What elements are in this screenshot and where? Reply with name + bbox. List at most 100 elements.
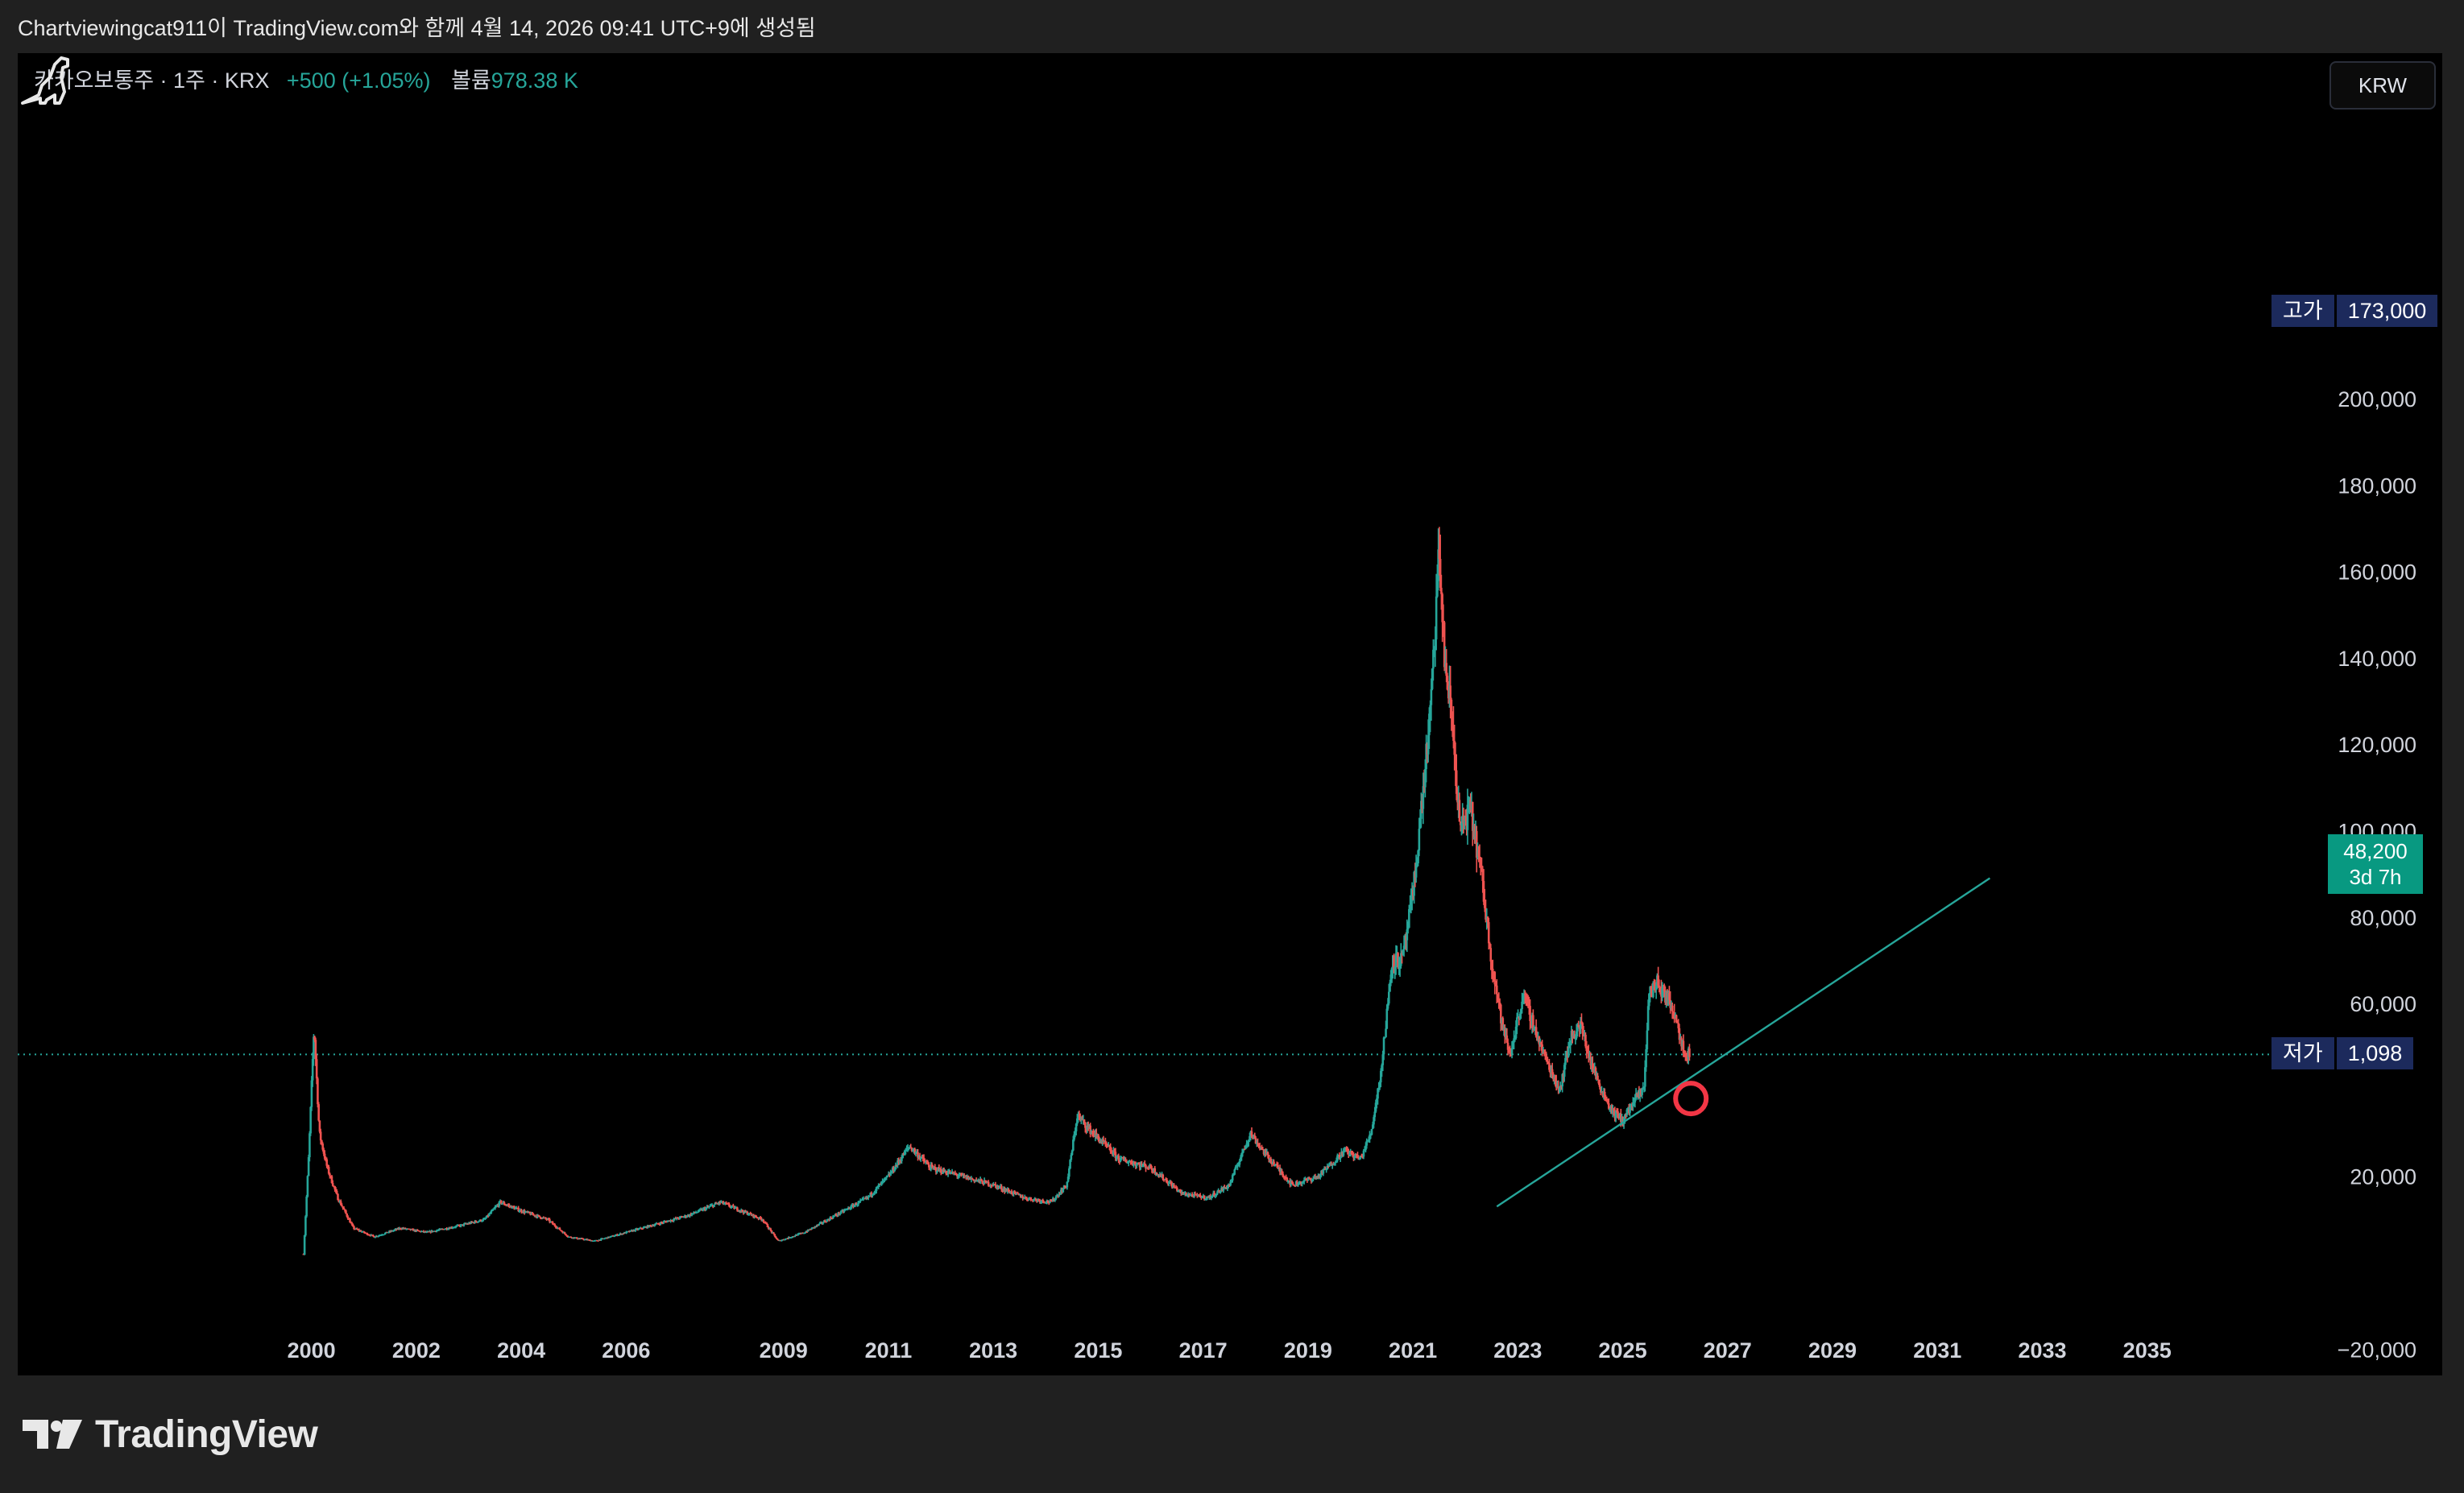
candle-body xyxy=(1653,982,1655,984)
candle xyxy=(1482,869,1485,905)
candle-body xyxy=(338,1200,341,1202)
candle xyxy=(1437,528,1439,591)
candle-body xyxy=(1529,1006,1531,1022)
chart-area[interactable]: 카카오보통주 · 1주 · KRX +500 (+1.05%) 볼륨978.38… xyxy=(18,53,2442,1375)
candle-body xyxy=(1548,1063,1551,1070)
candle-body xyxy=(1339,1157,1342,1159)
x-tick-label: 2035 xyxy=(2123,1338,2172,1363)
candle-body xyxy=(1552,1073,1555,1080)
candle-body xyxy=(553,1224,556,1226)
candle xyxy=(304,1214,307,1237)
tradingview-logo[interactable]: TradingView xyxy=(21,1408,318,1461)
candle xyxy=(1555,1074,1558,1091)
candle-body xyxy=(1473,825,1476,837)
candle-body xyxy=(1246,1142,1249,1144)
candle-body xyxy=(1214,1195,1217,1197)
candle-body xyxy=(1282,1173,1285,1177)
candle-body xyxy=(1424,769,1427,788)
candle-body xyxy=(353,1226,355,1230)
candle-body xyxy=(783,1239,786,1241)
candle-body xyxy=(946,1172,950,1175)
candle xyxy=(1450,697,1453,731)
price-chart[interactable]: 200,000180,000160,000140,000120,000100,0… xyxy=(18,53,2442,1375)
candle-body xyxy=(1682,1040,1685,1053)
candle xyxy=(1383,1036,1386,1039)
candle-body xyxy=(1173,1185,1175,1188)
x-tick-label: 2025 xyxy=(1599,1338,1647,1363)
x-tick-label: 2017 xyxy=(1179,1338,1228,1363)
candle-body xyxy=(857,1201,859,1205)
candle-body xyxy=(1014,1191,1017,1193)
candle-body xyxy=(303,1235,306,1255)
x-axis: 2000 2002 2004 2006 2009 2011 2013 2015 2017 2019… xyxy=(288,1338,2172,1363)
candle-body xyxy=(1526,999,1530,1005)
candle-body xyxy=(934,1168,938,1172)
candle-body xyxy=(1617,1111,1619,1118)
candle xyxy=(906,1144,909,1152)
candle-body xyxy=(1177,1190,1179,1192)
candle-body xyxy=(1489,948,1493,962)
candle-body xyxy=(1147,1168,1150,1169)
high-value: 173,000 xyxy=(2336,295,2438,327)
candle xyxy=(1174,1185,1178,1189)
candle xyxy=(1569,1040,1572,1054)
candle-body xyxy=(1594,1068,1597,1077)
candle-body xyxy=(1669,999,1671,1008)
candle-body xyxy=(760,1218,763,1221)
candle-body xyxy=(952,1171,955,1174)
candle-body xyxy=(1387,991,1390,1004)
candle-body xyxy=(536,1214,539,1218)
candle-body xyxy=(659,1222,662,1225)
currency-button[interactable]: KRW xyxy=(2329,61,2436,110)
dino-icon[interactable] xyxy=(18,53,76,110)
candle-body xyxy=(690,1214,694,1216)
candle-body xyxy=(1495,985,1498,995)
candle-body xyxy=(1239,1157,1242,1161)
candle-body xyxy=(1257,1144,1261,1146)
candle-body xyxy=(875,1186,878,1191)
candle-body xyxy=(1025,1197,1029,1200)
candle-body xyxy=(836,1215,839,1217)
candle xyxy=(897,1158,899,1168)
candle-body xyxy=(1408,908,1410,928)
candle-body xyxy=(790,1237,793,1239)
candle-body xyxy=(350,1222,354,1225)
candle xyxy=(1193,1192,1195,1198)
candle xyxy=(1678,1024,1681,1044)
candle-body xyxy=(1198,1194,1201,1196)
candle xyxy=(1581,1022,1584,1040)
candle xyxy=(569,1236,573,1238)
candle xyxy=(1149,1164,1153,1169)
candle-body xyxy=(339,1201,342,1206)
candle-body xyxy=(1654,986,1658,990)
candle-body xyxy=(483,1218,487,1220)
candle-body xyxy=(1007,1189,1010,1192)
candle-body xyxy=(528,1211,531,1214)
symbol-label[interactable]: 카카오보통주 · 1주 · KRX xyxy=(34,68,270,93)
candle-body xyxy=(399,1227,402,1230)
candle-body xyxy=(561,1231,565,1234)
candle xyxy=(1166,1178,1169,1184)
candle-body xyxy=(1033,1199,1035,1201)
symbol-legend[interactable]: 카카오보통주 · 1주 · KRX +500 (+1.05%) 볼륨978.38… xyxy=(34,64,578,97)
candle xyxy=(1493,970,1497,995)
candle-body xyxy=(1390,968,1394,975)
candle-body xyxy=(720,1201,723,1203)
candle xyxy=(1501,1016,1505,1032)
candle-body xyxy=(321,1144,324,1150)
candle xyxy=(1114,1148,1117,1161)
candle-body xyxy=(1409,906,1411,909)
candle-body xyxy=(641,1228,644,1230)
candle-body xyxy=(1413,871,1415,896)
candle xyxy=(1443,620,1446,672)
candle-body xyxy=(1213,1193,1215,1197)
candle-body xyxy=(773,1234,776,1236)
candle-body xyxy=(1494,984,1497,986)
candle xyxy=(1125,1159,1128,1164)
candle-body xyxy=(666,1221,669,1222)
candle xyxy=(1675,1014,1678,1024)
candle-body xyxy=(1487,922,1490,944)
candle-body xyxy=(918,1156,921,1160)
candle-body xyxy=(609,1236,611,1238)
candle-body xyxy=(1642,1086,1646,1088)
